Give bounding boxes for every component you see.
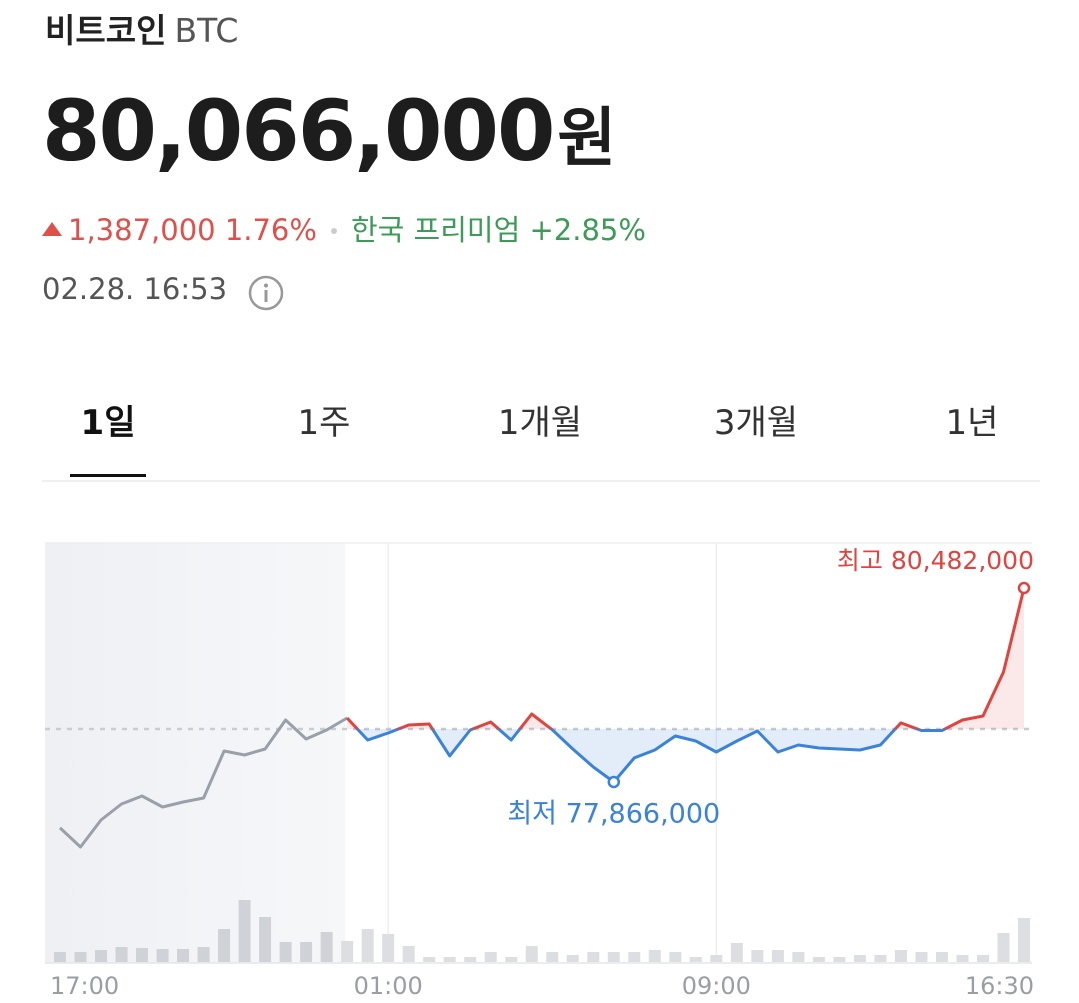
volume-bar (587, 952, 600, 962)
change-row: 1,387,000 1.76% 한국 프리미엄 +2.85% (42, 207, 646, 249)
divider (42, 480, 1040, 482)
x-tick-label: 17:00 (50, 972, 119, 1000)
coin-symbol: BTC (174, 11, 239, 50)
volume-bar (54, 952, 66, 962)
volume-bar (607, 952, 620, 962)
coin-title: 비트코인 BTC (45, 4, 238, 52)
extreme-marker (607, 775, 621, 789)
volume-bar (874, 955, 887, 962)
info-icon[interactable] (247, 274, 285, 312)
x-tick-label: 16:30 (965, 972, 1034, 1000)
change-value: 1,387,000 (68, 213, 216, 247)
past-session-shade (45, 543, 345, 963)
period-tab[interactable]: 1주 (297, 403, 351, 443)
premium-label: 한국 프리미엄 (350, 213, 521, 247)
volume-bar (443, 957, 456, 962)
x-tick-label: 09:00 (682, 972, 751, 1000)
volume-bar (1018, 918, 1030, 962)
area-down (357, 729, 945, 782)
volume-bar (546, 952, 559, 962)
volume-bar (935, 952, 948, 962)
extreme-label: 최저 77,866,000 (507, 798, 720, 829)
volume-bar (525, 946, 538, 962)
volume-bar (771, 950, 784, 962)
volume-bar (402, 946, 415, 962)
volume-bar (218, 929, 231, 962)
volume-bar (197, 947, 210, 962)
volume-bar (853, 955, 866, 962)
volume-bar (648, 950, 661, 962)
period-tabs: 1일 1주 1개월 3개월 1년 (0, 395, 1079, 485)
volume-bar (136, 948, 149, 962)
price: 80,066,000원 (42, 82, 616, 180)
volume-bar (956, 955, 969, 962)
period-tab[interactable]: 1일 (80, 403, 136, 443)
volume-bar (382, 934, 395, 962)
volume-bar (505, 957, 518, 962)
volume-bar (628, 952, 641, 962)
extreme-marker (1017, 581, 1031, 595)
volume-bar (689, 957, 702, 962)
line-down (355, 729, 949, 784)
period-tab[interactable]: 3개월 (713, 403, 799, 443)
price-unit: 원 (557, 102, 617, 176)
past-line (58, 716, 348, 849)
period-tab[interactable]: 1년 (945, 403, 999, 443)
chart: 17:00 01:00 09:00 16:30 최고 80,482,000 최저 77,8… (45, 542, 1034, 1000)
volume-bar (710, 955, 723, 962)
volume-bar (751, 950, 764, 962)
timestamp: 02.28. 16:53 (42, 272, 228, 306)
volume-bar (341, 941, 354, 962)
volume-bar (915, 952, 928, 962)
volume-bar (730, 943, 743, 962)
separator-dot (330, 228, 337, 234)
volume-bar (300, 942, 313, 962)
volume-bar (115, 947, 128, 962)
volume-bar (566, 955, 579, 962)
line-up (346, 587, 1026, 730)
volume-bar (74, 952, 87, 962)
volume-bar (95, 950, 108, 962)
volume-bar (156, 949, 169, 962)
x-tick-label: 01:00 (354, 972, 423, 1000)
change-percent: 1.76% (224, 213, 317, 247)
volume-bar (259, 917, 272, 962)
volume-bar (423, 957, 436, 962)
volume-bar (976, 955, 989, 962)
premium-value: +2.85% (529, 213, 646, 247)
volume-bar (320, 932, 333, 962)
volume-bar (894, 950, 907, 962)
volume-bar (279, 942, 292, 962)
volume-bar (812, 957, 825, 962)
up-arrow (42, 222, 62, 236)
volume-bar (484, 952, 497, 962)
coin-name: 비트코인 (45, 11, 167, 50)
volume-bar (464, 957, 477, 962)
period-tab[interactable]: 1개월 (497, 403, 583, 443)
volume-bar (361, 929, 374, 962)
volume-bar (669, 952, 682, 962)
volume-bar (177, 949, 190, 962)
volume-bar (833, 957, 846, 962)
extreme-label: 최고 80,482,000 (837, 546, 1034, 575)
selected-underline (70, 474, 146, 477)
price-value: 80,066,000 (42, 82, 555, 180)
volume-bar (997, 933, 1010, 962)
volume-bar (238, 900, 251, 962)
volume-bar (792, 952, 805, 962)
